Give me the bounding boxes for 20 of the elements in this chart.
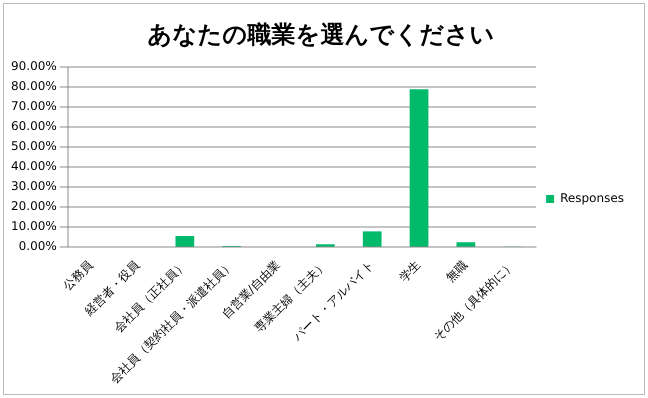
bar xyxy=(456,242,476,247)
y-tick-label: 50.00% xyxy=(10,139,57,154)
y-tick-label: 70.00% xyxy=(10,98,57,113)
y-tick-label: 20.00% xyxy=(10,199,57,214)
y-tick-label: 90.00% xyxy=(10,58,57,73)
x-tick-label: 公務員 xyxy=(60,258,96,293)
bar xyxy=(362,231,382,247)
bar xyxy=(316,244,335,247)
y-tick-label: 0.00% xyxy=(18,239,57,254)
x-tick-label: 無職 xyxy=(443,258,470,284)
y-tick-label: 80.00% xyxy=(10,78,57,93)
legend-label: Responses xyxy=(560,191,624,206)
y-tick-label: 60.00% xyxy=(10,119,57,133)
x-tick-label: 学生 xyxy=(396,258,424,284)
y-tick-label: 40.00% xyxy=(10,159,57,174)
bar xyxy=(175,236,194,247)
chart-title: あなたの職業を選んでください xyxy=(148,20,494,49)
y-tick-label: 30.00% xyxy=(10,179,57,194)
bar xyxy=(410,89,428,247)
y-tick-label: 10.00% xyxy=(10,219,57,234)
